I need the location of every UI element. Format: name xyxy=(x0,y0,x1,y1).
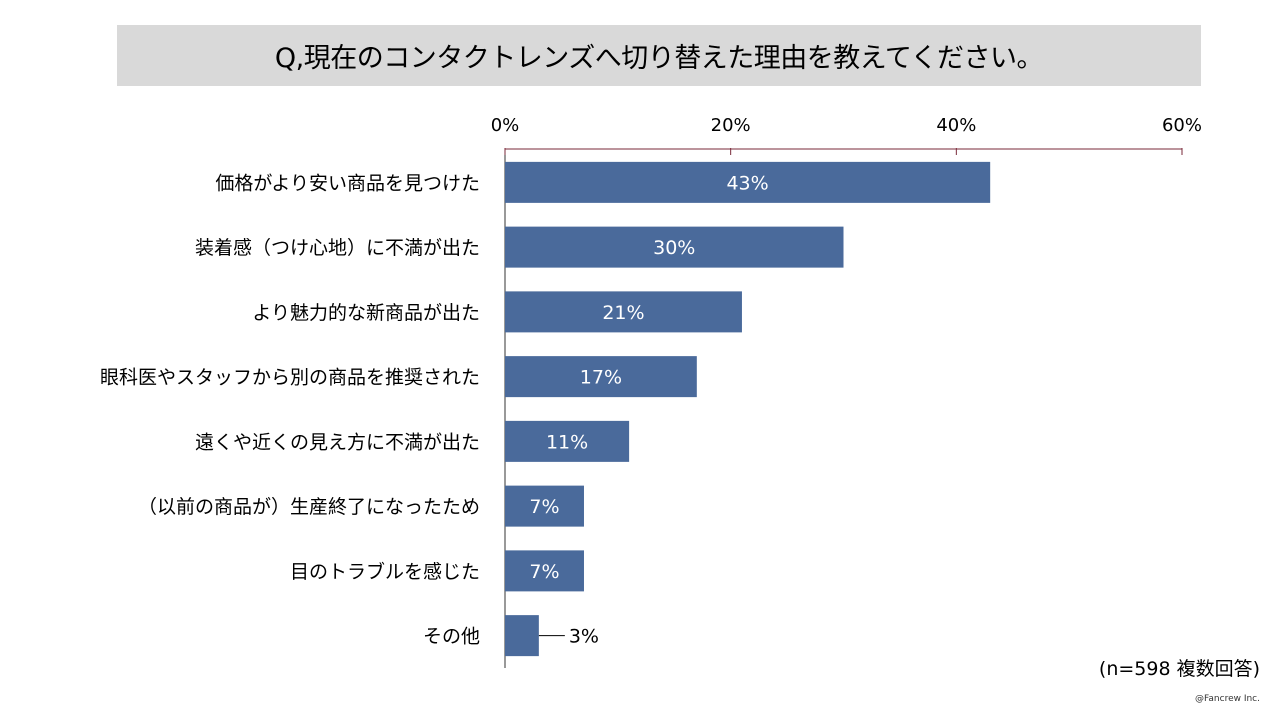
category-label: その他 xyxy=(423,626,480,648)
x-tick-label: 40% xyxy=(936,115,976,136)
category-label: 装着感（つけ心地）に不満が出た xyxy=(195,237,480,259)
bar xyxy=(505,356,697,398)
sample-note: (n=598 複数回答) xyxy=(1098,658,1260,680)
chart-title: Q,現在のコンタクトレンズへ切り替えた理由を教えてください。 xyxy=(274,43,1044,74)
category-label: より魅力的な新商品が出た xyxy=(252,302,480,324)
data-label: 17% xyxy=(580,367,622,389)
bar xyxy=(505,485,584,527)
category-label: 眼科医やスタッフから別の商品を推奨された xyxy=(100,367,480,389)
x-tick-label: 60% xyxy=(1162,115,1202,136)
data-label: 3% xyxy=(569,626,599,648)
bar xyxy=(505,291,742,333)
copyright-text: @Fancrew Inc. xyxy=(1195,694,1260,704)
x-tick-label: 20% xyxy=(711,115,751,136)
bar xyxy=(505,420,630,462)
bar xyxy=(505,615,539,657)
bar xyxy=(505,550,584,592)
chart-title-band: Q,現在のコンタクトレンズへ切り替えた理由を教えてください。 xyxy=(117,25,1201,86)
category-label: 遠くや近くの見え方に不満が出た xyxy=(195,431,480,453)
bar xyxy=(505,161,991,203)
x-tick-label: 0% xyxy=(491,115,520,136)
data-label: 11% xyxy=(546,431,588,453)
bar xyxy=(505,226,844,268)
data-label: 7% xyxy=(529,561,559,583)
category-label: （以前の商品が）生産終了になったため xyxy=(138,496,480,518)
category-label: 価格がより安い商品を見つけた xyxy=(215,172,480,194)
data-label: 21% xyxy=(602,302,644,324)
data-label: 7% xyxy=(529,496,559,518)
category-label: 目のトラブルを感じた xyxy=(290,560,480,583)
data-label: 30% xyxy=(653,237,695,259)
data-label: 43% xyxy=(726,172,768,194)
